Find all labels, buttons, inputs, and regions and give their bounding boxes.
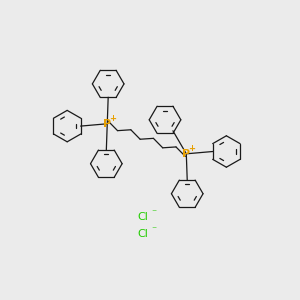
Text: ⁻: ⁻ [152,225,157,235]
Text: Cl: Cl [137,229,148,238]
Text: P: P [182,149,190,159]
Text: +: + [109,114,116,123]
Text: +: + [188,144,195,153]
Text: Cl: Cl [137,212,148,222]
Text: P: P [103,119,111,129]
Text: ⁻: ⁻ [152,208,157,219]
